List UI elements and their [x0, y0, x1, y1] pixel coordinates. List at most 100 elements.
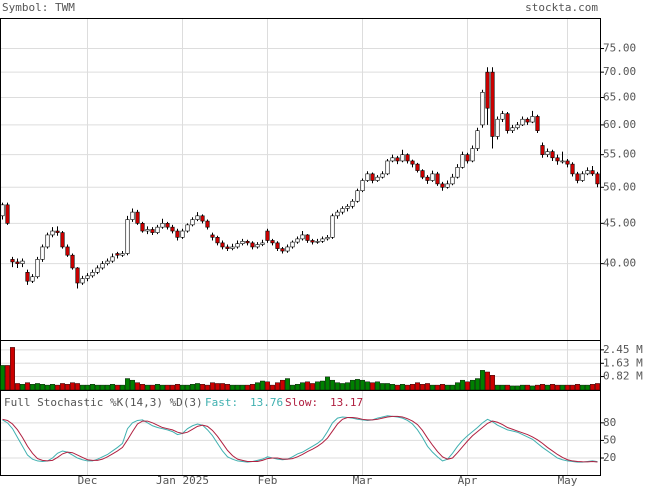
candle-body	[95, 267, 100, 273]
volume-bar	[160, 384, 165, 391]
legend-value: 13.17	[330, 396, 363, 409]
candle-body	[55, 230, 60, 233]
candle-body	[195, 215, 200, 220]
y-tick-label: 20	[603, 451, 616, 464]
candle-body	[525, 118, 530, 123]
symbol: Symbol: TWM	[2, 1, 75, 14]
candle-body	[120, 253, 125, 256]
volume-bar	[280, 379, 285, 391]
candle-body	[465, 154, 470, 162]
x-tick-label: May	[558, 474, 578, 486]
y-tick-label: 60.00	[603, 118, 636, 131]
candle-body	[270, 240, 275, 244]
candle-body	[330, 215, 335, 238]
volume-bar	[505, 384, 510, 391]
volume-bar	[355, 379, 360, 391]
volume-bar	[305, 381, 310, 391]
candle-body	[210, 234, 215, 238]
candle-body	[165, 223, 170, 228]
volume-bar	[525, 384, 530, 391]
volume-bar	[165, 384, 170, 391]
volume-bar	[565, 384, 570, 391]
x-tick-label: Mar	[353, 474, 373, 486]
y-tick-label: 40.00	[603, 257, 636, 270]
candle-body	[50, 230, 55, 236]
candle-body	[230, 246, 235, 249]
candle-body	[135, 211, 140, 224]
candle-body	[240, 240, 245, 245]
volume-bar	[45, 384, 50, 391]
volume-bar	[575, 384, 580, 391]
candle-body	[550, 151, 555, 159]
candle-body	[420, 170, 425, 178]
candle-body	[555, 157, 560, 162]
candle-body	[65, 246, 70, 256]
volume-bar	[120, 384, 125, 391]
candle-body	[170, 226, 175, 232]
volume-bar	[420, 384, 425, 391]
candle-body	[445, 183, 450, 188]
candle-body	[45, 234, 50, 248]
volume-bar	[490, 375, 495, 391]
volume-bar	[500, 384, 505, 391]
volume-bar	[200, 384, 205, 391]
volume-bar	[390, 384, 395, 391]
volume-bar	[415, 382, 420, 391]
volume-bar	[450, 384, 455, 391]
candle-body	[30, 276, 35, 282]
volume-bar	[410, 384, 415, 391]
candle-body	[575, 173, 580, 181]
site: stockta.com	[525, 1, 598, 14]
volume-bar	[180, 384, 185, 391]
volume-bar	[15, 383, 20, 391]
candle-body	[435, 173, 440, 185]
volume-bar	[25, 382, 30, 391]
volume-bar	[155, 384, 160, 391]
y-tick-label: 0.82 M	[603, 370, 643, 383]
candle-body	[220, 242, 225, 248]
volume-bar	[335, 382, 340, 391]
candle-body	[535, 116, 540, 131]
volume-bar	[400, 384, 405, 391]
volume-bar	[560, 384, 565, 391]
candle-body	[200, 215, 205, 222]
volume-bar	[10, 347, 15, 391]
volume-bar	[445, 384, 450, 391]
candle-body	[400, 154, 405, 162]
x-tick-label: Dec	[78, 474, 98, 486]
volume-bar	[170, 384, 175, 391]
candle-body	[140, 223, 145, 232]
candle-body	[215, 237, 220, 244]
candle-body	[100, 263, 105, 269]
candle-body	[150, 229, 155, 233]
legend-label: Fast:	[205, 396, 238, 409]
volume-bar	[480, 370, 485, 391]
candle-body	[225, 246, 230, 249]
volume-bar	[235, 384, 240, 391]
candle-body	[440, 183, 445, 188]
candle-body	[265, 230, 270, 241]
volume-bar	[30, 384, 35, 391]
volume-bar	[175, 384, 180, 391]
candle-body	[530, 116, 535, 123]
candle-body	[275, 242, 280, 249]
candle-body	[290, 241, 295, 248]
volume-bar	[320, 380, 325, 391]
volume-bar	[265, 381, 270, 391]
candle-body	[520, 118, 525, 126]
volume-bar	[540, 384, 545, 391]
candle-body	[365, 173, 370, 181]
volume-bar	[515, 385, 520, 391]
candle-body	[570, 163, 575, 175]
volume-bar	[260, 380, 265, 391]
candle-body	[310, 240, 315, 243]
candle-body	[255, 244, 260, 248]
volume-bar	[185, 384, 190, 391]
candle-body	[260, 242, 265, 245]
volume-bar	[140, 384, 145, 391]
volume-bar	[570, 384, 575, 391]
candle-body	[455, 167, 460, 178]
candle-body	[300, 234, 305, 240]
volume-bar	[255, 382, 260, 391]
panel-frame	[0, 390, 601, 476]
